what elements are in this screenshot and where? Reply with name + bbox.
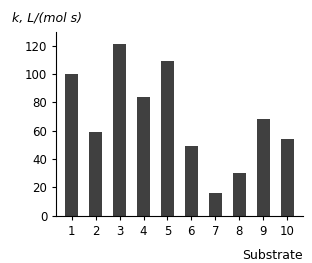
Bar — [65, 74, 78, 216]
Bar — [280, 139, 294, 216]
Bar — [161, 61, 174, 216]
Bar — [185, 146, 198, 216]
Text: Substrate: Substrate — [242, 249, 303, 262]
Bar — [233, 173, 246, 216]
Bar — [137, 97, 150, 216]
Bar — [89, 132, 102, 216]
Text: k, L/(mol s): k, L/(mol s) — [12, 11, 82, 24]
Bar — [209, 193, 222, 216]
Bar — [113, 44, 126, 216]
Bar — [256, 119, 270, 216]
